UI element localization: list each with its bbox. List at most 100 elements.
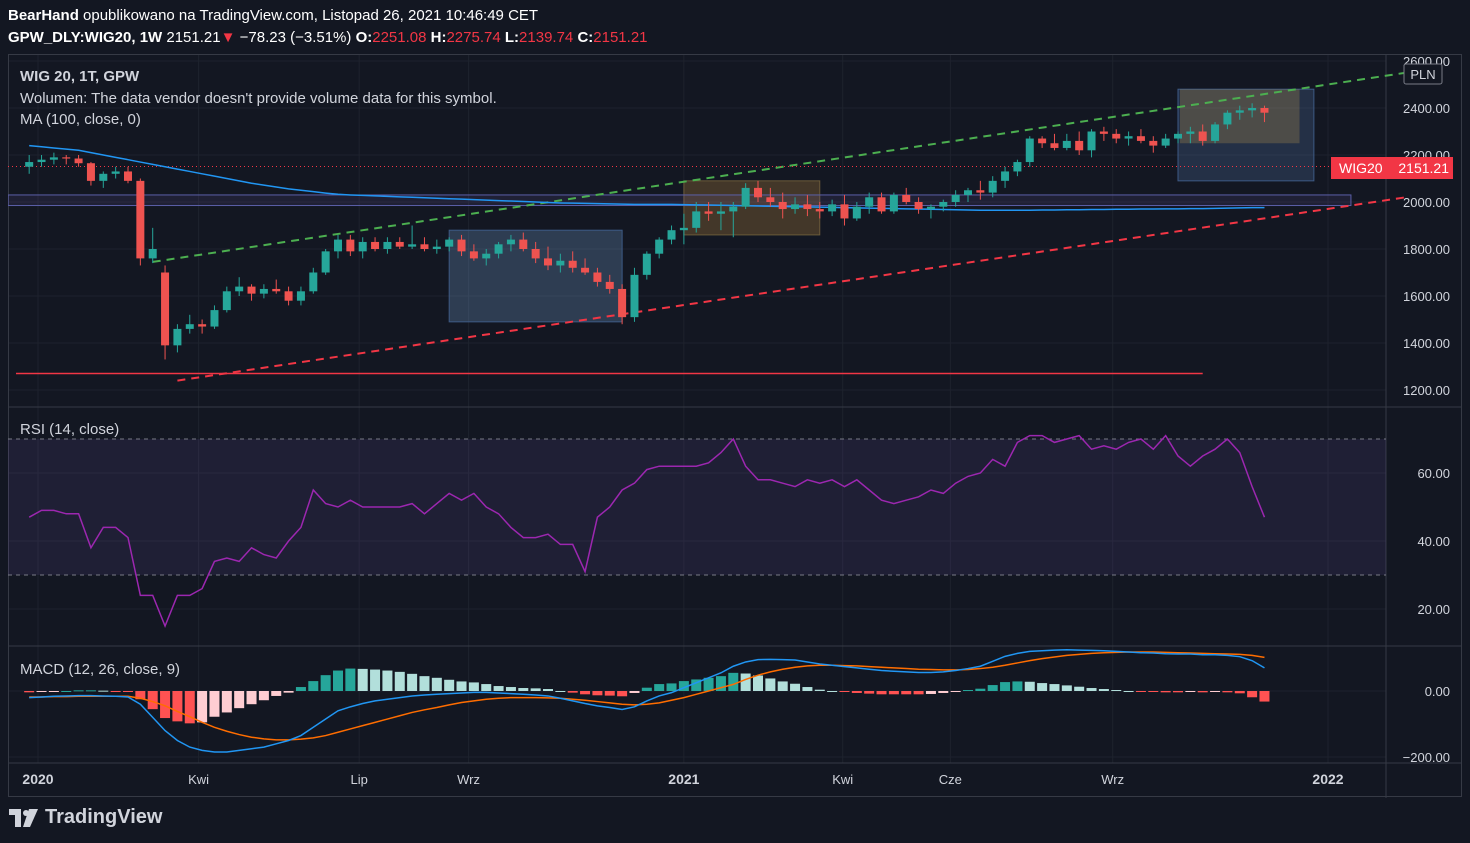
time-tick-1: Kwi	[188, 772, 209, 787]
candle-100	[1260, 105, 1269, 123]
macd-hist-bar-76	[963, 690, 973, 692]
candle-48	[618, 284, 627, 325]
candle-97	[1223, 110, 1232, 130]
candle-35	[457, 234, 466, 257]
macd-hist-bar-41	[530, 688, 541, 691]
macd-hist-bar-51	[654, 684, 665, 691]
candle-5	[86, 162, 95, 186]
macd-hist-bar-42	[543, 689, 553, 691]
candle-58	[741, 183, 750, 210]
macd-hist-bar-50	[641, 687, 652, 691]
macd-hist-bar-98	[1234, 691, 1245, 694]
macd-hist-bar-66	[839, 691, 850, 692]
macd-hist-bar-89	[1123, 691, 1134, 692]
macd-hist-bar-35	[456, 681, 467, 691]
candle-77	[976, 180, 985, 200]
candle-32	[420, 237, 429, 252]
candle-86	[1087, 129, 1096, 158]
candle-80	[1013, 159, 1022, 177]
macd-hist-bar-92	[1160, 691, 1171, 693]
candle-41	[531, 241, 540, 264]
candle-50	[642, 251, 651, 280]
candle-21	[284, 286, 293, 306]
candle-84	[1062, 133, 1071, 151]
macd-hist-bar-82	[1037, 683, 1048, 691]
macd-hist-bar-14	[197, 691, 208, 723]
rsi-tick-1: 40.00	[1417, 534, 1450, 549]
macd-hist-bar-47	[604, 691, 615, 696]
macd-hist-bar-17	[234, 691, 245, 709]
brand-logo[interactable]: TradingView	[9, 806, 162, 829]
macd-hist-bar-48	[617, 691, 628, 697]
macd-hist-bar-93	[1173, 691, 1183, 693]
macd-hist-bar-15	[209, 691, 220, 717]
candle-20	[272, 279, 281, 294]
resistance-band	[8, 194, 1352, 207]
macd-hist-bar-26	[345, 668, 356, 691]
candle-91	[1149, 136, 1158, 153]
macd-hist-bar-36	[468, 682, 479, 691]
candle-62	[791, 197, 800, 214]
macd-hist-bar-4	[73, 690, 84, 692]
candle-73	[926, 204, 935, 219]
macd-hist-bar-73	[925, 691, 936, 694]
candle-30	[395, 237, 404, 249]
macd-hist-bar-3	[61, 691, 72, 692]
macd-hist-bar-54	[691, 679, 702, 691]
candle-6	[99, 171, 108, 188]
chart-canvas[interactable]: 1200.001400.001600.001800.002000.002200.…	[8, 54, 1462, 798]
price-change: −78.23 (−3.51%)	[239, 29, 352, 46]
candle-15	[210, 305, 219, 329]
candle-99	[1248, 103, 1257, 118]
macd-hist-bar-100	[1259, 691, 1270, 702]
macd-hist-bar-78	[987, 685, 998, 691]
low-label: L:	[504, 29, 520, 46]
candle-89	[1124, 131, 1133, 146]
candle-16	[222, 286, 231, 313]
macd-hist-bar-25	[333, 670, 343, 691]
macd-hist-bar-52	[666, 683, 677, 691]
macd-hist-bar-81	[1024, 681, 1035, 691]
candle-70	[889, 192, 898, 214]
currency-label: PLN	[1410, 67, 1435, 82]
macd-hist-bar-5	[85, 690, 96, 692]
macd-hist-bar-29	[382, 670, 393, 691]
macd-hist-bar-44	[567, 691, 578, 693]
candle-8	[124, 166, 132, 184]
rsi-pane-title: RSI (14, close)	[20, 421, 119, 438]
rsi-layer	[8, 434, 1386, 629]
candle-71	[902, 187, 911, 205]
macd-hist-bar-67	[851, 691, 862, 693]
macd-hist-bar-11	[160, 691, 171, 719]
candle-92	[1161, 133, 1170, 148]
candle-95	[1198, 124, 1207, 146]
last-price-marker-name: WIG20	[1339, 160, 1383, 176]
candle-19	[259, 284, 268, 299]
price-tick-2: 1600.00	[1403, 289, 1450, 304]
time-tick-4: 2021	[668, 771, 699, 787]
candle-22	[296, 286, 305, 306]
rsi-tick-0: 20.00	[1417, 602, 1450, 617]
currency-badge[interactable]	[1403, 63, 1443, 85]
candle-18	[247, 284, 256, 301]
candle-10	[148, 227, 157, 264]
candle-81	[1025, 136, 1034, 167]
candle-90	[1136, 129, 1145, 144]
main-pane-title: WIG 20, 1T, GPW	[20, 68, 140, 85]
open-value: 2251.08	[372, 29, 427, 46]
last-price: 2151.21	[166, 29, 221, 46]
ma-layer	[29, 144, 1265, 211]
macd-hist-bar-12	[172, 691, 183, 722]
candle-54	[692, 202, 701, 233]
candle-64	[815, 202, 824, 219]
down-arrow-icon: ▼	[220, 29, 236, 46]
time-tick-8: 2022	[1312, 771, 1343, 787]
candle-75	[951, 190, 960, 207]
candle-85	[1075, 131, 1084, 155]
time-tick-0: 2020	[22, 771, 53, 787]
macd-hist-bar-56	[715, 676, 726, 691]
candle-53	[679, 213, 688, 245]
high-value: 2275.74	[446, 29, 501, 46]
symbol-line: GPW_DLY:WIG20, 1W 2151.21▼ −78.23 (−3.51…	[8, 29, 648, 46]
candle-1	[37, 155, 46, 167]
